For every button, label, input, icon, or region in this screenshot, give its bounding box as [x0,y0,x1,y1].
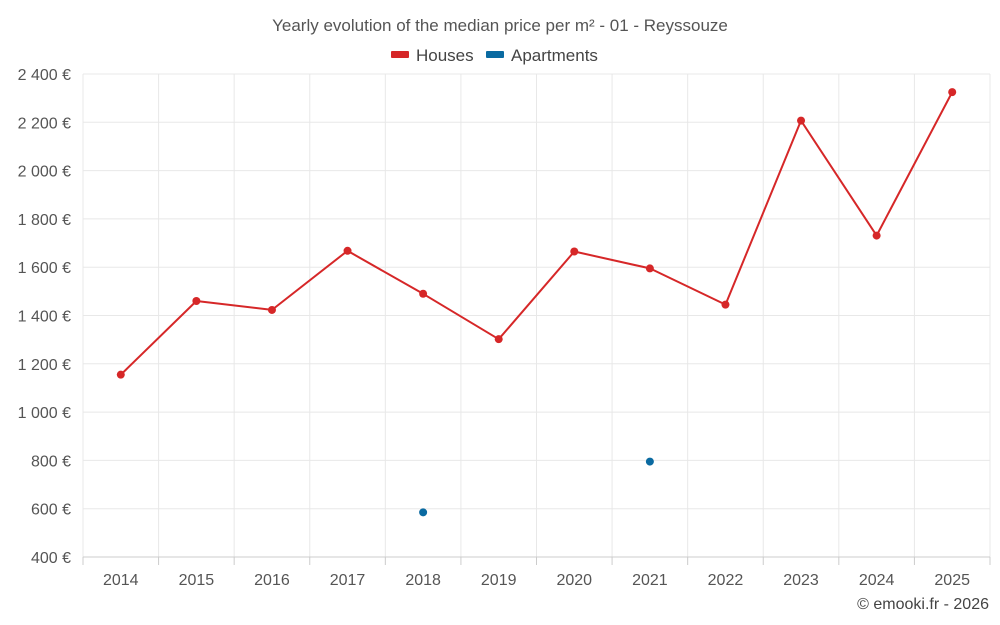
data-point-houses[interactable] [948,88,957,97]
legend-swatch-apartments [486,51,504,58]
x-tick-label: 2020 [556,572,592,589]
x-tick-label: 2017 [330,572,366,589]
y-tick-label: 1 800 € [18,212,71,229]
x-tick-label: 2016 [254,572,290,589]
x-tick-label: 2023 [783,572,819,589]
legend-item-houses[interactable]: Houses [391,46,474,65]
data-point-houses[interactable] [797,116,806,125]
y-tick-label: 600 € [31,502,71,519]
credit-text: © emooki.fr - 2026 [857,596,989,613]
data-point-houses[interactable] [192,297,201,306]
y-tick-label: 2 000 € [18,164,71,181]
series-apartments [419,457,654,517]
legend-label-apartments: Apartments [511,46,598,65]
y-tick-label: 1 200 € [18,357,71,374]
grid [82,73,991,565]
series-layer [116,88,957,517]
x-axis-labels: 2014 2015 2016 2017 2018 2019 2020 2021 2022 2023… [103,572,970,589]
x-tick-label: 2024 [859,572,895,589]
x-tick-label: 2015 [179,572,215,589]
x-tick-label: 2014 [103,572,139,589]
data-point-houses[interactable] [872,231,881,240]
chart-title: Yearly evolution of the median price per… [272,16,728,35]
data-point-houses[interactable] [116,370,125,379]
data-point-houses[interactable] [494,335,503,344]
series-line-houses [120,91,954,376]
legend: Houses Apartments [391,46,598,65]
series-houses [116,88,957,379]
data-point-houses[interactable] [267,305,276,314]
x-tick-label: 2019 [481,572,517,589]
data-point-apartments[interactable] [645,457,654,466]
x-tick-label: 2021 [632,572,668,589]
x-tick-label: 2022 [708,572,744,589]
data-point-houses[interactable] [721,300,730,309]
legend-label-houses: Houses [416,46,474,65]
legend-item-apartments[interactable]: Apartments [486,46,598,65]
y-tick-label: 1 400 € [18,309,71,326]
data-point-houses[interactable] [419,289,428,298]
x-tick-label: 2018 [405,572,441,589]
y-tick-label: 2 200 € [18,115,71,132]
y-tick-label: 1 600 € [18,260,71,277]
y-axis-labels: 400 € 600 € 800 € 1 000 € 1 200 € 1 400 € 1 60… [18,67,71,567]
data-point-houses[interactable] [343,246,352,255]
legend-swatch-houses [391,51,409,58]
data-point-apartments[interactable] [419,508,428,517]
y-tick-label: 1 000 € [18,405,71,422]
x-tick-label: 2025 [934,572,970,589]
y-tick-label: 2 400 € [18,67,71,84]
data-point-houses[interactable] [570,247,579,256]
y-tick-label: 800 € [31,453,71,470]
y-tick-label: 400 € [31,550,71,567]
data-point-houses[interactable] [645,264,654,273]
